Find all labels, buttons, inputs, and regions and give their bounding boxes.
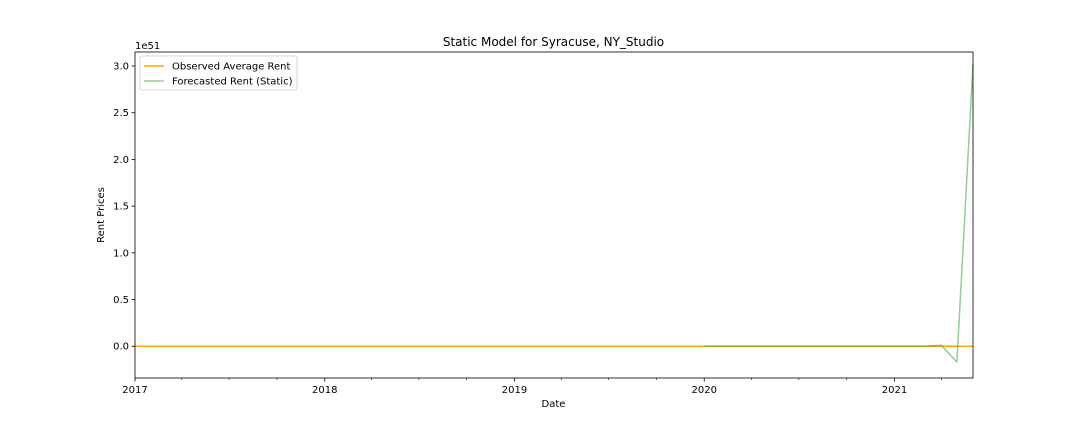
chart-title: Static Model for Syracuse, NY_Studio — [443, 35, 664, 49]
legend: Observed Average Rent Forecasted Rent (St… — [139, 55, 298, 91]
y-tick-label: 0.0 — [113, 342, 129, 353]
y-tick-label: 0.5 — [113, 295, 129, 306]
legend-label-1: Observed Average Rent — [172, 62, 291, 73]
y-tick-label: 3.0 — [113, 62, 129, 73]
y-tick-label: 2.0 — [113, 155, 129, 166]
x-tick-label: 2020 — [692, 385, 717, 396]
y-axis-ticks: 0.0 0.5 1.0 1.5 2.0 2.5 3.0 — [113, 62, 135, 353]
x-tick-label: 2018 — [312, 385, 337, 396]
y-axis-offset-label: 1e51 — [135, 41, 160, 52]
legend-box — [139, 55, 298, 91]
y-tick-label: 1.5 — [113, 202, 129, 213]
y-tick-label: 2.5 — [113, 108, 129, 119]
y-tick-label: 1.0 — [113, 248, 129, 259]
x-axis-label: Date — [542, 399, 566, 410]
x-tick-label: 2019 — [502, 385, 527, 396]
y-axis-label: Rent Prices — [96, 187, 107, 243]
legend-label-2: Forecasted Rent (Static) — [172, 77, 293, 88]
x-tick-label: 2017 — [122, 385, 147, 396]
x-axis-ticks: 2017 2018 2019 2020 2021 — [122, 378, 942, 396]
x-tick-label: 2021 — [882, 385, 907, 396]
series-layer — [135, 64, 974, 363]
series-line-2 — [704, 64, 974, 363]
plot-frame — [134, 51, 974, 379]
